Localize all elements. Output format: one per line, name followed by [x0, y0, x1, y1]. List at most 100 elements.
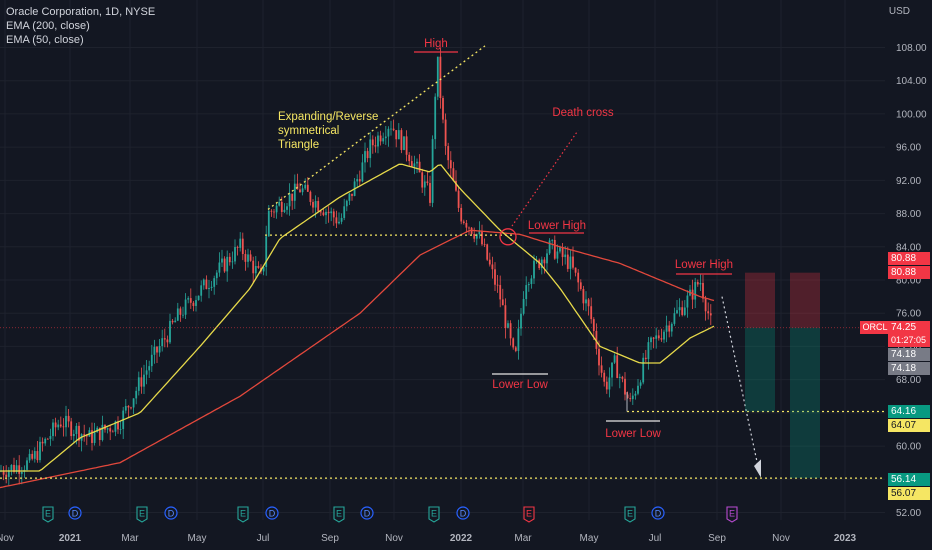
candle-body — [41, 441, 44, 444]
candle-body — [145, 370, 148, 375]
candle-body — [280, 201, 283, 212]
candle-body — [5, 474, 8, 477]
candle-body — [462, 221, 465, 224]
candle-body — [460, 207, 463, 222]
price-tag-p1: 74.18 — [888, 348, 930, 361]
candle-body — [494, 269, 496, 285]
y-tick-label: 88.00 — [896, 209, 921, 220]
x-tick-label: Sep — [708, 533, 726, 544]
label-triangle-2: symmetrical — [278, 125, 339, 137]
candle-body — [70, 421, 73, 437]
legend-title[interactable]: Oracle Corporation, 1D, NYSE — [6, 6, 156, 18]
y-tick-label: 96.00 — [896, 143, 921, 154]
candle-body — [553, 239, 556, 259]
candle-body — [148, 366, 151, 371]
candle-body — [179, 308, 182, 315]
legend-ema50[interactable]: EMA (50, close) — [6, 34, 84, 46]
candle-body — [184, 299, 187, 315]
candle-body — [439, 56, 442, 99]
candle-body — [605, 381, 608, 390]
candle-body — [228, 256, 231, 263]
candle-body — [400, 130, 403, 150]
y-tick-label: 108.00 — [896, 43, 927, 54]
dividend-icon — [164, 506, 178, 520]
candle-body — [317, 201, 320, 212]
candle-body — [135, 390, 138, 399]
candle-body — [124, 405, 127, 411]
candle-body — [262, 266, 265, 272]
chart-legend: Oracle Corporation, 1D, NYSE EMA (200, c… — [6, 5, 155, 47]
candle-body — [330, 211, 333, 214]
candle-body — [478, 231, 481, 235]
y-tick-label: 76.00 — [896, 309, 921, 320]
label-triangle-1: Expanding/Reverse — [278, 111, 378, 123]
candle-body — [408, 154, 411, 162]
candle-body — [416, 161, 418, 164]
candle-body — [267, 210, 270, 237]
label-lower-low-1: Lower Low — [492, 379, 548, 391]
candle-body — [504, 305, 507, 328]
candle-body — [657, 335, 660, 339]
candle-body — [522, 299, 525, 314]
x-tick-label: Mar — [514, 533, 532, 544]
candle-body — [374, 145, 377, 147]
candle-body — [7, 470, 10, 477]
candle-body — [613, 355, 616, 363]
candle-body — [52, 422, 54, 437]
candle-body — [109, 428, 112, 432]
earnings-icon-glyph: E — [240, 509, 246, 519]
candle-body — [390, 128, 392, 130]
candle-body — [26, 460, 28, 470]
candle-body — [405, 136, 408, 155]
price-tag-target2-a: 56.14 — [888, 473, 930, 486]
candle-body — [111, 431, 114, 433]
candle-body — [673, 313, 676, 324]
candle-body — [192, 302, 195, 306]
candle-body — [447, 146, 450, 161]
candle-body — [676, 310, 678, 314]
x-tick-label: Jul — [649, 533, 662, 544]
candle-body — [275, 205, 278, 213]
candle-body — [616, 355, 619, 378]
dividend-icon-glyph: D — [168, 509, 175, 519]
candle-body — [163, 338, 166, 340]
x-tick-label: Mar — [121, 533, 139, 544]
candle-body — [637, 385, 639, 394]
candle-body — [585, 299, 587, 304]
ema50-line — [0, 163, 715, 472]
candle-body — [650, 337, 652, 343]
candle-body — [137, 377, 140, 391]
target-zone-box — [790, 327, 820, 479]
candle-body — [156, 346, 158, 353]
price-tag-target1-a: 64.16 — [888, 405, 930, 418]
earnings-icon — [237, 506, 249, 523]
candle-body — [530, 278, 533, 285]
candle-body — [421, 172, 424, 188]
candle-body — [247, 254, 249, 262]
candle-body — [278, 201, 281, 206]
earnings-icon — [136, 506, 148, 523]
candle-body — [18, 465, 21, 474]
candle-body — [101, 424, 104, 440]
candle-body — [36, 451, 39, 461]
x-tick-label: Nov — [772, 533, 790, 544]
x-tick-label: 2021 — [59, 533, 82, 544]
candle-body — [413, 163, 416, 167]
candle-body — [655, 335, 658, 339]
x-tick-label: Jul — [257, 533, 270, 544]
candle-body — [67, 415, 70, 422]
candle-body — [600, 365, 603, 373]
candle-body — [566, 254, 569, 269]
currency-label[interactable]: USD — [888, 6, 910, 17]
candle-body — [410, 161, 413, 167]
stop-zone-box — [745, 272, 775, 328]
candle-body — [78, 425, 80, 441]
candle-body — [33, 451, 36, 459]
candle-body — [13, 464, 15, 472]
candle-body — [465, 223, 468, 228]
candle-body — [348, 193, 351, 201]
legend-ema200[interactable]: EMA (200, close) — [6, 20, 90, 32]
earnings-icon-glyph: E — [139, 509, 145, 519]
candle-body — [249, 254, 252, 261]
